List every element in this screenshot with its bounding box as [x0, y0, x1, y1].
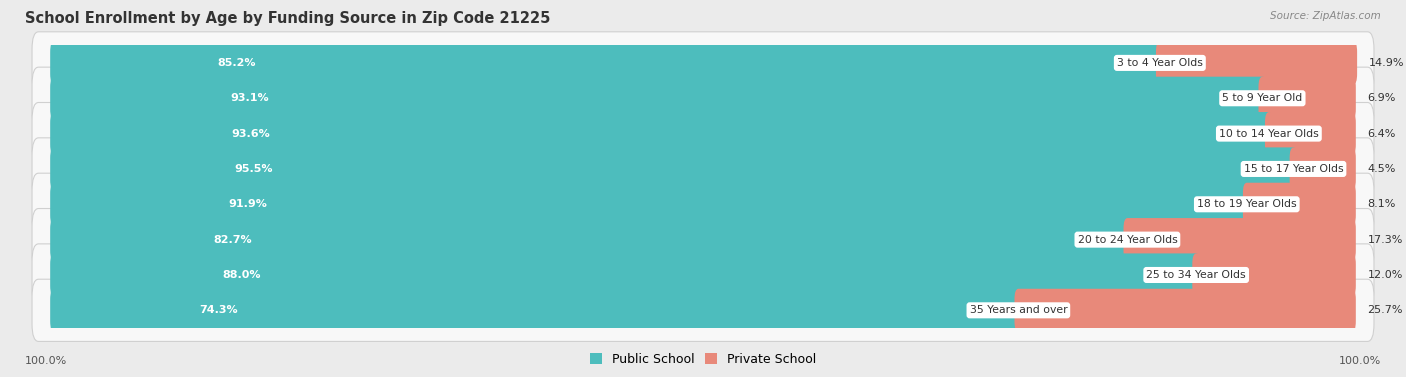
- Text: 6.9%: 6.9%: [1368, 93, 1396, 103]
- Text: 100.0%: 100.0%: [25, 356, 67, 366]
- Text: 18 to 19 Year Olds: 18 to 19 Year Olds: [1197, 199, 1296, 209]
- FancyBboxPatch shape: [51, 218, 1132, 261]
- Text: 82.7%: 82.7%: [214, 234, 252, 245]
- Text: 6.4%: 6.4%: [1368, 129, 1396, 139]
- FancyBboxPatch shape: [1156, 41, 1357, 84]
- FancyBboxPatch shape: [32, 279, 1374, 342]
- Text: 14.9%: 14.9%: [1369, 58, 1405, 68]
- FancyBboxPatch shape: [32, 103, 1374, 165]
- FancyBboxPatch shape: [1192, 253, 1355, 297]
- FancyBboxPatch shape: [32, 67, 1374, 129]
- Text: 100.0%: 100.0%: [1339, 356, 1381, 366]
- FancyBboxPatch shape: [32, 138, 1374, 200]
- Text: 3 to 4 Year Olds: 3 to 4 Year Olds: [1116, 58, 1202, 68]
- FancyBboxPatch shape: [51, 112, 1272, 155]
- Text: 25 to 34 Year Olds: 25 to 34 Year Olds: [1146, 270, 1246, 280]
- FancyBboxPatch shape: [32, 208, 1374, 271]
- FancyBboxPatch shape: [1243, 183, 1355, 226]
- Text: 91.9%: 91.9%: [229, 199, 267, 209]
- FancyBboxPatch shape: [51, 289, 1022, 332]
- Text: 88.0%: 88.0%: [222, 270, 260, 280]
- FancyBboxPatch shape: [51, 77, 1267, 120]
- Text: Source: ZipAtlas.com: Source: ZipAtlas.com: [1270, 11, 1381, 21]
- FancyBboxPatch shape: [51, 253, 1201, 297]
- Text: 15 to 17 Year Olds: 15 to 17 Year Olds: [1244, 164, 1343, 174]
- Text: 12.0%: 12.0%: [1368, 270, 1403, 280]
- FancyBboxPatch shape: [51, 41, 1164, 84]
- Text: 93.6%: 93.6%: [232, 129, 270, 139]
- FancyBboxPatch shape: [1265, 112, 1355, 155]
- Text: 93.1%: 93.1%: [231, 93, 269, 103]
- Text: 4.5%: 4.5%: [1368, 164, 1396, 174]
- FancyBboxPatch shape: [51, 147, 1298, 190]
- Text: 8.1%: 8.1%: [1368, 199, 1396, 209]
- FancyBboxPatch shape: [1123, 218, 1355, 261]
- Text: 95.5%: 95.5%: [235, 164, 273, 174]
- FancyBboxPatch shape: [1015, 289, 1355, 332]
- FancyBboxPatch shape: [32, 244, 1374, 306]
- Text: 20 to 24 Year Olds: 20 to 24 Year Olds: [1077, 234, 1177, 245]
- FancyBboxPatch shape: [51, 183, 1251, 226]
- Text: 5 to 9 Year Old: 5 to 9 Year Old: [1222, 93, 1302, 103]
- FancyBboxPatch shape: [32, 32, 1374, 94]
- Text: School Enrollment by Age by Funding Source in Zip Code 21225: School Enrollment by Age by Funding Sour…: [25, 11, 551, 26]
- FancyBboxPatch shape: [32, 173, 1374, 235]
- FancyBboxPatch shape: [1289, 147, 1355, 190]
- Text: 10 to 14 Year Olds: 10 to 14 Year Olds: [1219, 129, 1319, 139]
- Text: 74.3%: 74.3%: [198, 305, 238, 315]
- Text: 17.3%: 17.3%: [1368, 234, 1403, 245]
- FancyBboxPatch shape: [1258, 77, 1355, 120]
- Text: 35 Years and over: 35 Years and over: [970, 305, 1067, 315]
- Text: 25.7%: 25.7%: [1368, 305, 1403, 315]
- Legend: Public School, Private School: Public School, Private School: [585, 348, 821, 371]
- Text: 85.2%: 85.2%: [218, 58, 256, 68]
